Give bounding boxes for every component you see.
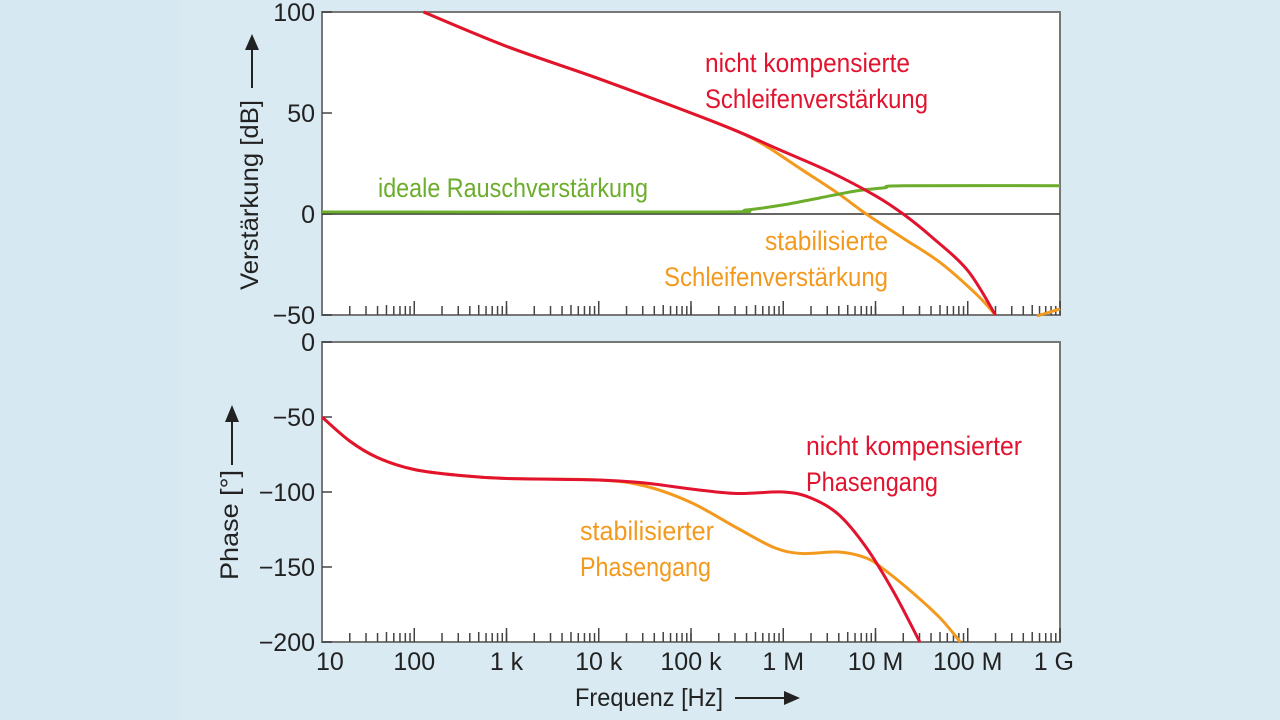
phase-y-axis-label: Phase [°] [216,470,244,580]
x-tick-label: 10 k [575,648,623,676]
x-arrow-icon [735,691,800,705]
phase-y-tick-label: −150 [259,554,315,582]
x-tick-label: 100 M [933,648,1002,676]
x-tick-label: 10 M [848,648,904,676]
phase-plot-area [321,341,1061,643]
phase-y-tick-label: −200 [259,629,315,657]
series-label: nicht kompensierter [806,431,1022,461]
series-label: Phasengang [580,552,711,582]
x-axis-label: Frequenz [Hz] [575,684,723,712]
series-label: nicht kompensierte [705,48,910,78]
gain-y-tick-label: −50 [273,302,315,330]
series-label: stabilisierter [580,516,714,546]
phase-y-arrow-icon [225,405,239,465]
series-label: Phasengang [806,467,938,497]
gain-plot-area [321,11,1061,316]
x-tick-label: 10 [316,648,344,676]
series-label: Schleifenverstärkung [664,262,888,292]
phase-y-tick-label: −100 [259,479,315,507]
gain-y-tick-label: 50 [287,100,315,128]
series-label: stabilisierte [765,226,888,256]
gain-y-arrow-icon [245,34,259,88]
x-tick-label: 100 k [660,648,722,676]
gain-y-tick-label: 100 [273,0,315,27]
series-label: ideale Rauschverstärkung [378,173,648,203]
series-line-nicht-kompensierter-phasengang [322,415,922,643]
chart-background-left-band [0,0,180,720]
series-line-nicht-kompensierte-schleifenverst-rkung [422,10,997,316]
gain-y-tick-label: 0 [301,201,315,229]
series-label: Schleifenverstärkung [705,84,928,114]
phase-y-tick-label: 0 [301,329,315,357]
series-line-ideale-rauschverst-rkung [322,184,1060,214]
x-tick-label: 1 k [490,648,524,676]
x-tick-label: 1 M [762,648,804,676]
gain-y-axis-label: Verstärkung [dB] [236,100,264,290]
x-tick-label: 1 G [1034,648,1074,676]
gain-plot: 100 50 0 −50 stabilisierte Schleifenverstärku… [273,0,1061,330]
x-tick-label: 100 [393,648,435,676]
phase-y-tick-label: −50 [273,404,315,432]
series-line-fragment [1036,307,1061,318]
